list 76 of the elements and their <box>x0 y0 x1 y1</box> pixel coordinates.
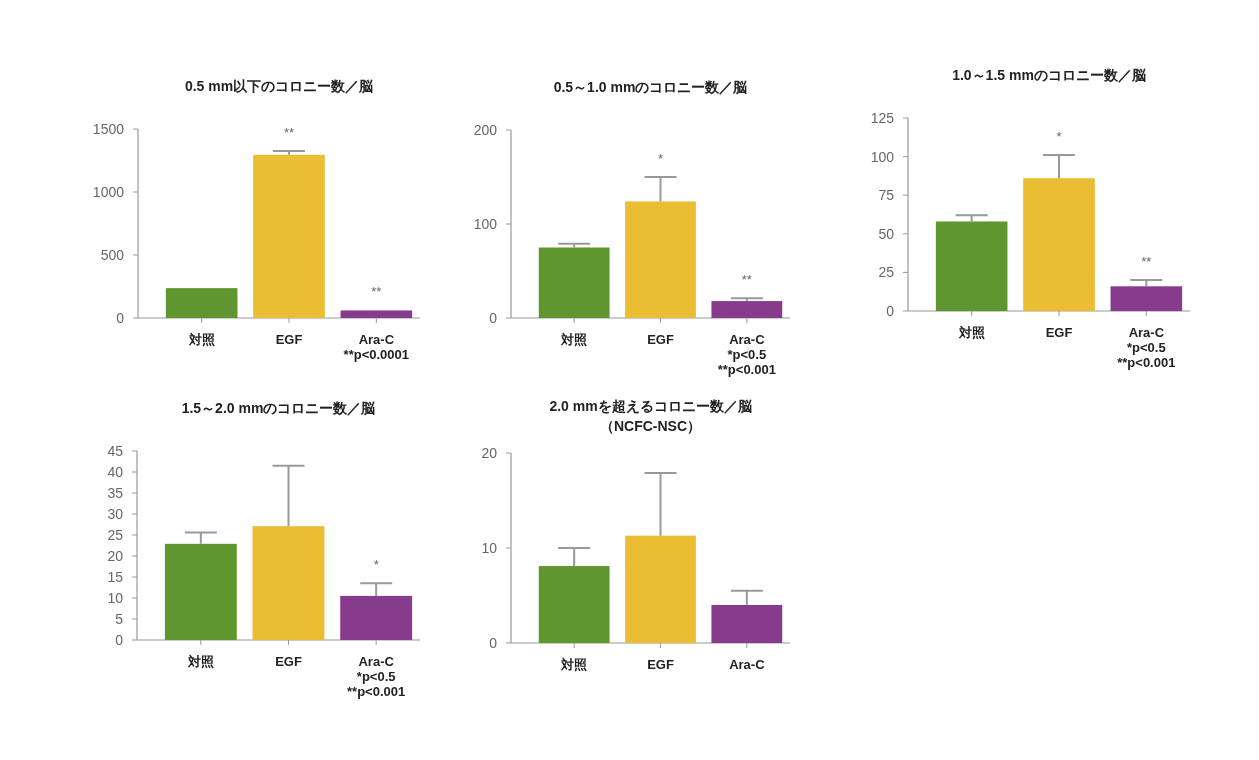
y-tick-label: 30 <box>107 506 124 522</box>
y-tick-label: 10 <box>107 590 124 606</box>
bar <box>935 221 1008 311</box>
x-tick-label: Ara-C <box>1128 325 1165 340</box>
y-tick-label: 1000 <box>92 184 125 200</box>
x-tick-label: EGF <box>1045 325 1073 340</box>
y-tick-label: 40 <box>107 464 124 480</box>
bar <box>711 605 783 643</box>
chart-title: 1.5～2.0 mmのコロニー数／脳 <box>181 400 376 416</box>
bar <box>165 288 238 318</box>
y-tick-label: 25 <box>107 527 124 543</box>
text: *p<0.5 <box>1127 340 1166 355</box>
bar <box>538 247 610 318</box>
y-tick-label: 35 <box>107 485 124 501</box>
annotation: ** <box>741 272 752 288</box>
text: *p<0.5 <box>356 669 396 684</box>
bar <box>711 301 783 318</box>
y-tick-label: 0 <box>116 310 125 326</box>
bar <box>340 310 413 318</box>
y-tick-label: 10 <box>481 540 498 556</box>
bar <box>1110 286 1183 311</box>
y-tick-label: 45 <box>107 443 124 459</box>
y-tick-label: 1500 <box>92 121 125 137</box>
bar <box>164 543 237 640</box>
x-tick-label: EGF <box>275 654 302 669</box>
bar <box>538 566 610 643</box>
y-tick-label: 100 <box>473 216 498 232</box>
y-tick-label: 15 <box>107 569 124 585</box>
chart-title: 0.5～1.0 mmのコロニー数／脳 <box>553 79 748 95</box>
text: *p<0.5 <box>727 347 767 362</box>
chart-title: 1.0～1.5 mmのコロニー数／脳 <box>952 67 1146 83</box>
bar <box>625 535 696 643</box>
y-tick-label: 50 <box>878 225 895 242</box>
x-tick-label: Ara-C <box>358 332 395 347</box>
bar <box>253 154 325 318</box>
x-tick-label: Ara-C <box>729 657 766 672</box>
text: **p<0.001 <box>717 362 776 377</box>
annotation: * <box>1056 129 1062 145</box>
x-tick-label: Ara-C <box>729 332 766 347</box>
bar <box>252 526 325 640</box>
y-tick-label: 75 <box>878 187 895 204</box>
x-tick-label: Ara-C <box>358 654 395 669</box>
y-tick-label: 500 <box>100 247 125 263</box>
y-tick-label: 100 <box>870 148 895 165</box>
x-tick-label: 対照 <box>186 654 214 669</box>
text: **p<0.001 <box>1117 355 1176 370</box>
y-tick-label: 0 <box>489 310 498 326</box>
y-tick-label: 20 <box>481 445 498 461</box>
y-tick-label: 200 <box>473 122 498 138</box>
chart-subtitle: （NCFC-NSC） <box>599 418 702 434</box>
x-tick-label: EGF <box>275 332 303 347</box>
y-tick-label: 0 <box>886 303 895 319</box>
annotation: ** <box>283 124 295 140</box>
annotation: * <box>657 151 664 166</box>
y-tick-label: 125 <box>870 110 895 126</box>
y-tick-label: 0 <box>115 632 124 648</box>
x-tick-label: 対照 <box>560 332 588 347</box>
x-tick-label: 対照 <box>957 325 985 340</box>
bar <box>625 201 696 318</box>
x-tick-label: EGF <box>647 657 674 672</box>
text: **p<0.001 <box>347 684 406 699</box>
bar <box>1023 178 1095 311</box>
y-tick-label: 25 <box>878 264 895 281</box>
chart-title: 2.0 mmを超えるコロニー数／脳 <box>549 398 752 414</box>
y-tick-label: 20 <box>107 548 124 564</box>
y-tick-label: 0 <box>489 635 498 651</box>
annotation: ** <box>371 284 382 300</box>
text: **p<0.0001 <box>343 347 410 362</box>
bar <box>340 595 413 640</box>
y-tick-label: 5 <box>115 611 124 627</box>
x-tick-label: 対照 <box>187 332 215 347</box>
annotation: ** <box>1141 254 1152 270</box>
x-tick-label: 対照 <box>560 657 588 672</box>
annotation: * <box>373 557 379 573</box>
x-tick-label: EGF <box>647 332 674 347</box>
chart-title: 0.5 mm以下のコロニー数／脳 <box>184 78 374 94</box>
